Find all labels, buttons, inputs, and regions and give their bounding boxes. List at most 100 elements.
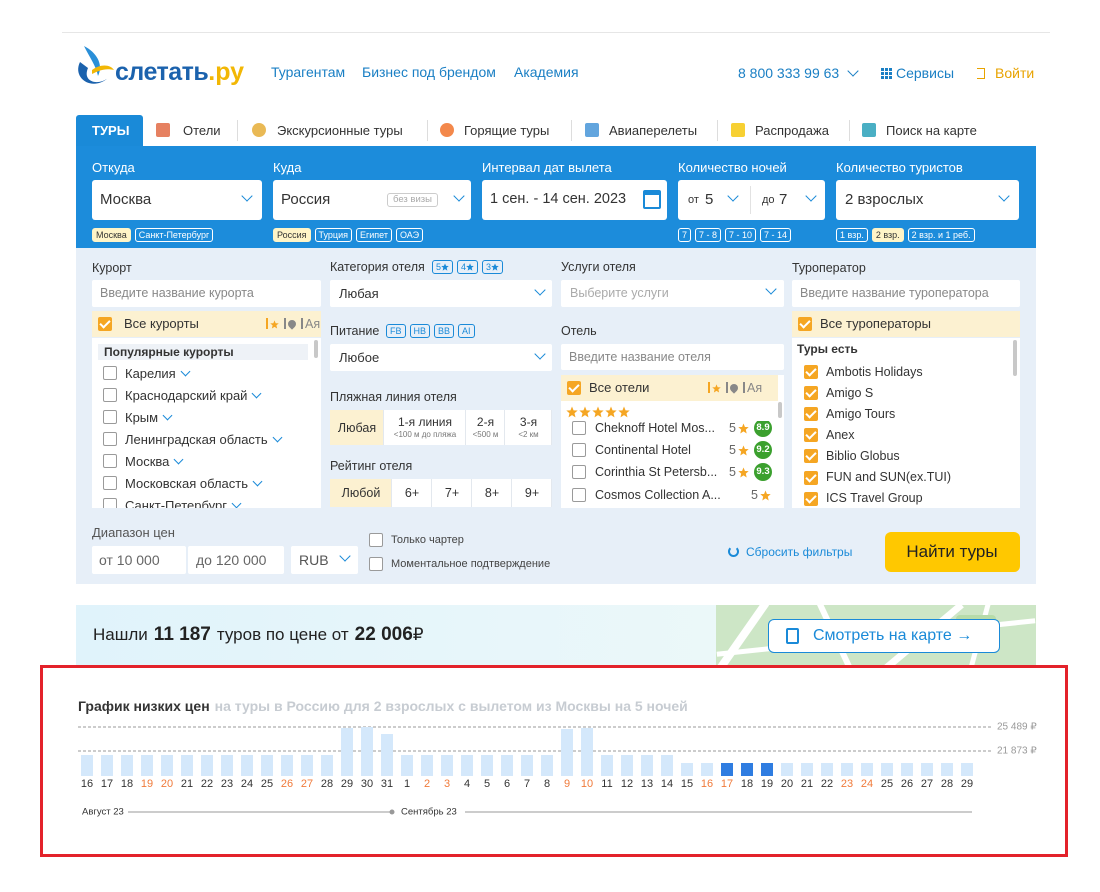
tab-active[interactable] <box>76 115 143 147</box>
chip[interactable]: 4 <box>457 260 479 274</box>
checkbox[interactable] <box>804 470 818 485</box>
input-field[interactable] <box>482 180 667 220</box>
tab[interactable]: Распродажа <box>755 123 829 139</box>
checkbox[interactable] <box>103 388 117 402</box>
map-button[interactable] <box>768 619 1000 653</box>
segment[interactable] <box>466 410 505 445</box>
item-label[interactable]: Biblio Globus <box>826 448 900 463</box>
item-label[interactable]: Карелия <box>125 365 176 381</box>
chip[interactable]: Египет <box>355 228 392 242</box>
item-label[interactable]: Amigo S <box>826 385 874 400</box>
item-label[interactable]: Ленинградская область <box>125 431 268 447</box>
checkbox[interactable] <box>804 407 818 422</box>
segment[interactable] <box>392 479 432 507</box>
item-label[interactable]: Санкт-Петербург <box>125 497 227 509</box>
checkbox[interactable] <box>572 465 586 479</box>
hotel-name[interactable]: Continental Hotel <box>595 442 691 457</box>
nav-link[interactable]: Академия <box>514 63 579 80</box>
item-label[interactable]: Московская область <box>125 475 249 491</box>
segment[interactable] <box>505 410 552 445</box>
chip[interactable]: BB <box>434 324 455 338</box>
checkbox[interactable] <box>572 488 586 502</box>
checkbox[interactable] <box>804 365 818 379</box>
checkbox[interactable] <box>804 428 818 443</box>
chip[interactable]: 1 взр. <box>836 228 868 242</box>
segment[interactable] <box>330 410 384 445</box>
checkbox[interactable] <box>798 317 812 331</box>
chip[interactable]: Санкт-Петербург <box>134 228 214 242</box>
checkbox[interactable] <box>572 443 586 457</box>
checkbox[interactable] <box>369 557 383 571</box>
chip[interactable]: 7 - 14 <box>760 228 792 242</box>
chip[interactable]: Россия <box>273 228 311 242</box>
segment[interactable] <box>512 479 552 507</box>
checkbox[interactable] <box>103 366 117 380</box>
checkbox[interactable] <box>804 491 818 506</box>
login-link[interactable]: Войти <box>995 64 1035 81</box>
input-field[interactable] <box>792 280 1020 307</box>
search-button-label[interactable]: Найти туры <box>906 541 998 561</box>
chip[interactable]: 7 - 10 <box>725 228 757 242</box>
hotel-name[interactable]: Cheknoff Hotel Mos... <box>595 421 715 435</box>
input-field[interactable] <box>561 344 784 370</box>
chip[interactable]: 5 <box>432 260 454 274</box>
checkbox[interactable] <box>804 449 818 464</box>
input-field[interactable] <box>92 546 186 574</box>
item-label[interactable]: FUN and SUN(ex.TUI) <box>826 470 952 484</box>
tab[interactable]: Поиск на карте <box>886 123 977 139</box>
item-label[interactable]: Краснодарский край <box>125 387 248 403</box>
tab[interactable]: Авиаперелеты <box>609 123 698 139</box>
chip[interactable]: HB <box>409 324 431 338</box>
segment[interactable] <box>432 479 472 507</box>
item-label[interactable]: Amigo Tours <box>826 406 896 421</box>
item-label[interactable]: Anex <box>826 427 855 442</box>
check-label[interactable]: Моментальное подтверждение <box>391 558 551 571</box>
input-field[interactable] <box>330 280 552 307</box>
checkbox[interactable] <box>103 498 117 508</box>
segment[interactable] <box>472 479 512 507</box>
chip[interactable]: FB <box>386 324 406 338</box>
chip[interactable]: 7 <box>678 228 692 242</box>
input-field[interactable] <box>291 546 358 574</box>
chip[interactable]: 3 <box>482 260 504 274</box>
hotel-name[interactable]: Cosmos Collection A... <box>595 487 721 502</box>
checkbox[interactable] <box>567 381 581 395</box>
chip[interactable]: AI <box>458 324 475 338</box>
reset-link[interactable]: Сбросить фильтры <box>746 544 853 559</box>
chip[interactable]: 2 взр. и 1 реб. <box>907 228 975 242</box>
input-field[interactable] <box>92 280 321 307</box>
item-label[interactable]: ICS Travel Group <box>826 491 923 506</box>
segment[interactable] <box>384 410 466 445</box>
input-field[interactable] <box>188 546 284 574</box>
input-field[interactable] <box>330 344 552 371</box>
tab[interactable]: ТУРЫ <box>92 123 130 139</box>
chip[interactable]: 2 взр. <box>871 228 904 242</box>
hotel-name[interactable]: Corinthia St Petersb... <box>595 464 718 479</box>
checkbox[interactable] <box>103 410 117 424</box>
nav-link[interactable]: Турагентам <box>271 63 346 80</box>
check-label[interactable]: Только чартер <box>391 534 464 547</box>
checkbox[interactable] <box>103 432 117 446</box>
services-link[interactable]: Сервисы <box>896 64 955 81</box>
input-field[interactable] <box>678 180 825 220</box>
checkbox[interactable] <box>369 533 383 547</box>
checkbox[interactable] <box>103 454 117 468</box>
chip[interactable]: Турция <box>314 228 352 242</box>
chip[interactable]: Москва <box>92 228 131 242</box>
item-label[interactable]: Ambotis Holidays <box>826 364 923 379</box>
item-label[interactable]: Крым <box>125 409 159 425</box>
map-button-label[interactable]: Смотреть на карте → <box>813 627 973 645</box>
input-field[interactable] <box>836 180 1019 220</box>
tab[interactable]: Отели <box>183 123 221 139</box>
chip[interactable]: 7 - 8 <box>695 228 722 242</box>
checkbox[interactable] <box>572 421 586 435</box>
segment[interactable] <box>330 479 392 507</box>
input-field[interactable] <box>273 180 471 220</box>
checkbox[interactable] <box>98 317 112 331</box>
input-field[interactable] <box>561 280 784 307</box>
tab[interactable]: Горящие туры <box>464 123 550 139</box>
checkbox[interactable] <box>804 386 818 401</box>
nav-link[interactable]: Бизнес под брендом <box>362 63 496 80</box>
search-button[interactable] <box>885 532 1020 572</box>
checkbox[interactable] <box>103 476 117 490</box>
